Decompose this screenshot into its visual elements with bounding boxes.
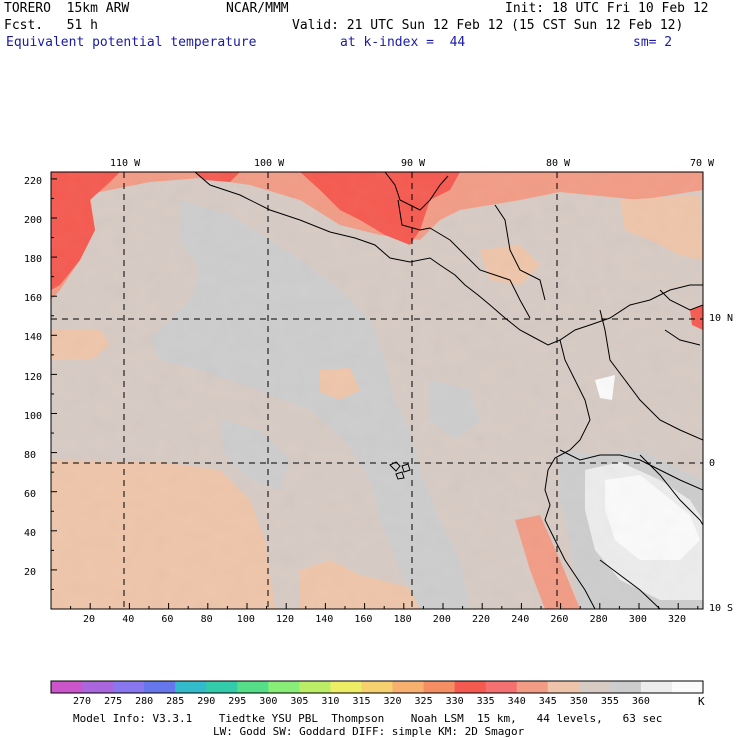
colorbar-frame bbox=[50, 680, 704, 694]
colorbar-label: 315 bbox=[352, 696, 371, 707]
lon-label-70w: 70 W bbox=[690, 158, 715, 169]
model-name: TORERO 15km ARW bbox=[4, 1, 130, 16]
shaded-field bbox=[51, 172, 703, 609]
colorbar-label: 320 bbox=[383, 696, 402, 707]
smoothing: sm= 2 bbox=[633, 35, 673, 50]
left-tick-label: 80 bbox=[24, 449, 37, 461]
colorbar-label: 270 bbox=[73, 696, 92, 707]
bottom-tick-label: 300 bbox=[628, 614, 647, 625]
colorbar-swatch bbox=[299, 681, 331, 693]
left-tick-label: 60 bbox=[24, 488, 37, 500]
left-tick-label: 160 bbox=[24, 293, 43, 305]
bottom-tick-label: 200 bbox=[432, 614, 451, 625]
colorbar-label: 305 bbox=[290, 696, 309, 707]
bottom-tick-label: 220 bbox=[472, 614, 491, 625]
colorbar-swatch bbox=[516, 681, 549, 693]
left-tick-label: 220 bbox=[24, 176, 43, 187]
colorbar-label: 290 bbox=[197, 696, 216, 707]
colorbar-swatch bbox=[392, 681, 425, 693]
physics-info: LW: Godd SW: Goddard DIFF: simple KM: 2D… bbox=[213, 725, 525, 738]
level-index: at k-index = 44 bbox=[340, 35, 466, 50]
lat-label-10s: 10 S bbox=[709, 603, 734, 614]
colorbar-swatch bbox=[51, 681, 83, 693]
bottom-tick-label: 60 bbox=[161, 614, 174, 625]
colorbar-label: 330 bbox=[445, 696, 464, 707]
colorbar-swatch bbox=[609, 681, 642, 693]
colorbar-swatch bbox=[206, 681, 238, 693]
colorbar-label: 355 bbox=[600, 696, 619, 707]
model-center: NCAR/MMM bbox=[226, 1, 289, 16]
bottom-tick-label: 180 bbox=[393, 614, 412, 625]
colorbar-swatch bbox=[330, 681, 362, 693]
forecast-hour: Fcst. 51 h bbox=[4, 18, 98, 33]
valid-time: Valid: 21 UTC Sun 12 Feb 12 (15 CST Sun … bbox=[292, 18, 684, 33]
colorbar-swatch bbox=[113, 681, 145, 693]
left-tick-label: 20 bbox=[24, 567, 37, 578]
left-tick-label: 120 bbox=[24, 371, 43, 383]
left-tick-label: 200 bbox=[24, 215, 43, 227]
colorbar-swatch bbox=[237, 681, 269, 693]
bottom-tick-label: 80 bbox=[200, 614, 213, 625]
lat-label-0: 0 bbox=[709, 458, 716, 469]
coastlines bbox=[194, 172, 703, 609]
colorbar-unit: K bbox=[698, 695, 705, 708]
colorbar-label: 345 bbox=[538, 696, 557, 707]
bottom-tick-label: 100 bbox=[236, 614, 255, 625]
colorbar-swatch bbox=[485, 681, 518, 693]
colorbar-swatch bbox=[454, 681, 487, 693]
colorbar-swatch bbox=[423, 681, 456, 693]
colorbar-label: 295 bbox=[228, 696, 247, 707]
colorbar-label: 340 bbox=[507, 696, 526, 707]
colorbar-label: 275 bbox=[104, 696, 123, 707]
lon-label-80w: 80 W bbox=[546, 158, 571, 169]
bottom-tick-label: 120 bbox=[276, 614, 295, 625]
bottom-tick-label: 160 bbox=[354, 614, 373, 625]
colorbar-swatch bbox=[82, 681, 114, 693]
bottom-tick-label: 240 bbox=[511, 614, 530, 625]
graticule bbox=[51, 172, 703, 609]
colorbar-label: 300 bbox=[259, 696, 278, 707]
colorbar-label: 285 bbox=[166, 696, 185, 707]
colorbar-swatch bbox=[640, 681, 673, 693]
colorbar-swatch bbox=[268, 681, 300, 693]
lon-label-90w: 90 W bbox=[401, 158, 426, 169]
colorbar-label: 280 bbox=[135, 696, 154, 707]
colorbar-swatch bbox=[361, 681, 394, 693]
colorbar-label: 335 bbox=[476, 696, 495, 707]
lat-label-10n: 10 N bbox=[709, 313, 734, 324]
colorbar-swatch bbox=[175, 681, 207, 693]
colorbar-label: 360 bbox=[631, 696, 650, 707]
model-info: Model Info: V3.3.1 Tiedtke YSU PBL Thomp… bbox=[73, 712, 663, 725]
colorbar-swatch bbox=[144, 681, 176, 693]
colorbar-label: 350 bbox=[569, 696, 588, 707]
field-name: Equivalent potential temperature bbox=[6, 35, 257, 50]
colorbar-label: 325 bbox=[414, 696, 433, 707]
tick-marks bbox=[50, 178, 699, 610]
colorbar bbox=[50, 680, 704, 694]
left-tick-label: 140 bbox=[24, 332, 43, 344]
bottom-tick-label: 140 bbox=[315, 614, 334, 625]
bottom-tick-label: 280 bbox=[589, 614, 608, 625]
left-tick-label: 180 bbox=[24, 254, 43, 266]
colorbar-swatch bbox=[547, 681, 580, 693]
map-frame bbox=[50, 171, 704, 610]
lon-label-110w: 110 W bbox=[110, 158, 141, 169]
bottom-tick-label: 320 bbox=[668, 614, 687, 625]
left-tick-label: 40 bbox=[24, 527, 37, 539]
bottom-tick-label: 20 bbox=[83, 614, 96, 625]
colorbar-label: 310 bbox=[321, 696, 340, 707]
init-time: Init: 18 UTC Fri 10 Feb 12 bbox=[505, 1, 709, 16]
bottom-tick-label: 40 bbox=[122, 614, 135, 625]
lon-label-100w: 100 W bbox=[254, 158, 285, 169]
left-tick-label: 100 bbox=[24, 410, 43, 422]
bottom-tick-label: 260 bbox=[550, 614, 569, 625]
colorbar-swatch bbox=[671, 681, 704, 693]
colorbar-swatch bbox=[578, 681, 611, 693]
